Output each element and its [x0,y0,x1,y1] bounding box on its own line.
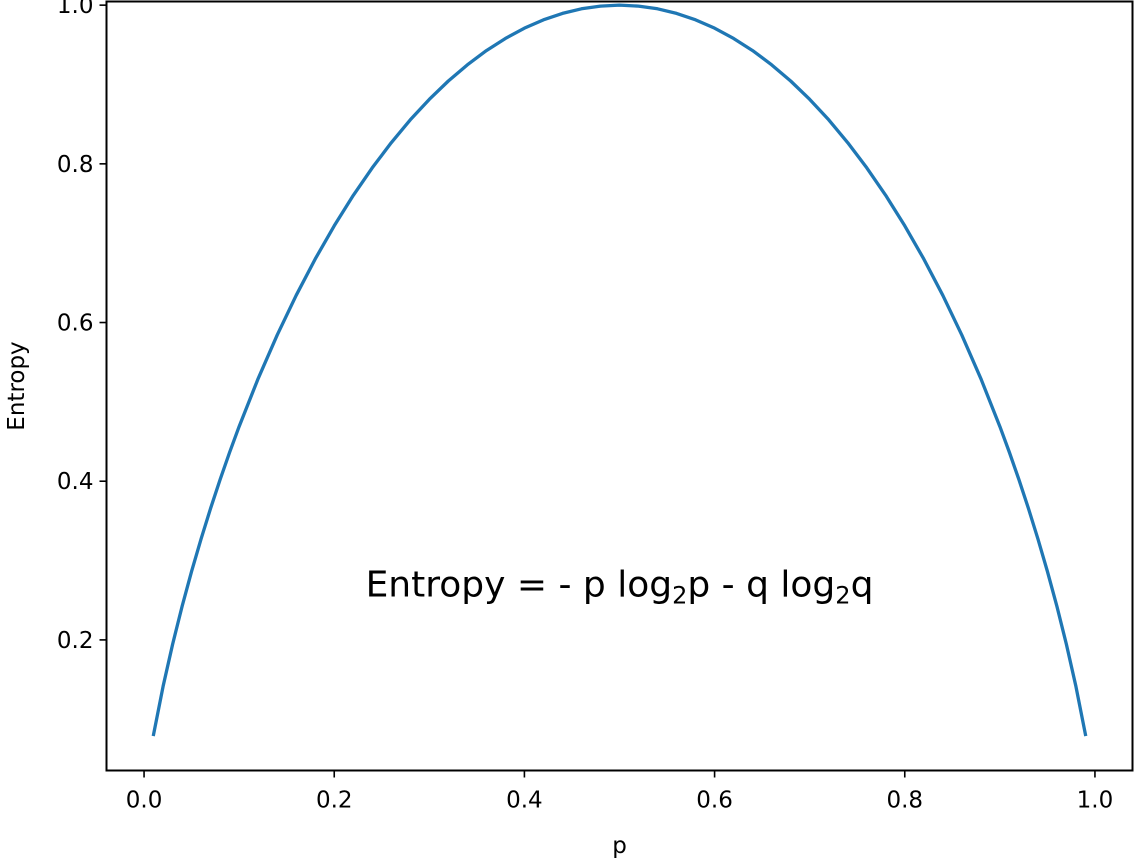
ticks-layer: 0.0 0.2 0.4 0.6 0.8 1.0 0.2 0.4 0.6 0.8 1.0 [57,0,1114,814]
annotation-subscript-2: 2 [835,581,850,609]
y-tick-label: 1.0 [57,0,94,19]
annotation-suffix: q [851,564,874,605]
x-axis-label: p [612,833,627,859]
x-tick-label: 0.2 [316,788,353,814]
annotation-subscript-1: 2 [672,581,687,609]
annotation-middle: p - q log [687,564,835,605]
y-tick-label: 0.2 [57,628,94,654]
entropy-formula-annotation: Entropy = - p log2p - q log2q [366,564,874,609]
x-tick-label: 1.0 [1077,788,1114,814]
x-tick-label: 0.4 [506,788,543,814]
entropy-curve [151,3,1088,737]
x-tick-label: 0.8 [886,788,923,814]
annotation-prefix: Entropy = - p log [366,564,673,605]
plot-frame [105,0,1134,772]
y-tick-label: 0.4 [57,469,94,495]
y-tick-label: 0.6 [57,311,94,337]
y-axis-label: Entropy [4,341,30,430]
x-tick-label: 0.0 [126,788,163,814]
y-tick-label: 0.8 [57,152,94,178]
series-layer [151,3,1088,737]
x-tick-label: 0.6 [696,788,733,814]
